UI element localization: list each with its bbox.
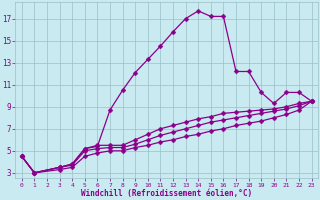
X-axis label: Windchill (Refroidissement éolien,°C): Windchill (Refroidissement éolien,°C): [81, 189, 252, 198]
